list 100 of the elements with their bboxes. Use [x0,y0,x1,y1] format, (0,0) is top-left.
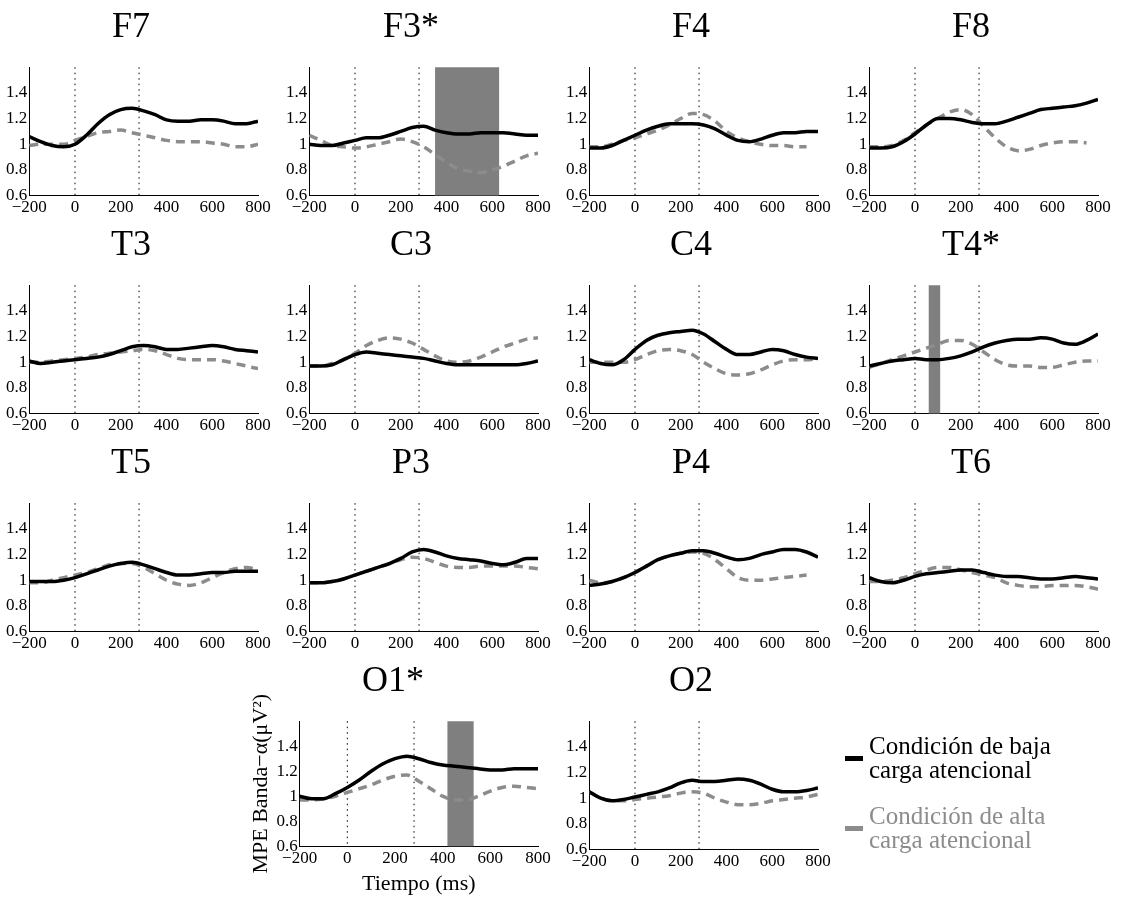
y-tick-label: 0.8 [286,595,308,615]
line-series [589,111,809,149]
x-tick-label: 200 [388,415,414,435]
line-series [299,773,538,802]
x-tick-label: 0 [630,851,640,871]
y-tick-label: 0.8 [276,810,298,830]
y-tick-label: 1.4 [6,300,28,320]
y-tick-label: 0.8 [566,595,588,615]
x-tick-label: 600 [1039,197,1065,217]
x-tick-label: 600 [199,197,225,217]
line-series [869,97,1098,150]
x-axis-title: Tiempo (ms) [362,869,476,895]
x-tick-label: 400 [433,633,460,653]
x-tick-label: 800 [805,415,831,435]
x-tick-label: 200 [948,633,974,653]
y-tick-label: 0.8 [846,159,868,179]
y-tick-label: 1 [298,351,308,371]
x-tick-label: 400 [993,633,1020,653]
x-tick-label: 400 [433,415,460,435]
y-tick-label: 1.4 [846,300,868,320]
x-tick-label: 200 [388,197,414,217]
y-tick-label: 1.4 [6,518,28,538]
line-series [309,133,538,175]
y-tick-label: 0.8 [566,159,588,179]
x-tick-label: 0 [343,847,352,867]
chart-title: F8 [951,5,991,46]
x-tick-label: 200 [668,851,694,871]
x-tick-label: 800 [525,847,551,867]
chart-title: T5 [111,441,151,482]
y-tick-label: 1 [298,133,308,153]
x-tick-label: 200 [948,415,974,435]
x-tick-label: 400 [153,415,180,435]
x-tick-label: 200 [108,633,134,653]
y-tick-label: 1.2 [276,760,298,780]
y-tick-label: 1.2 [566,544,588,564]
x-tick-label: 600 [759,851,785,871]
chart-title: T3 [111,223,151,264]
line-series [29,128,258,149]
x-tick-label: 600 [759,633,785,653]
y-axis-title: MPE Banda−α(μV²) [246,693,272,874]
y-tick-label: 0.8 [6,377,28,397]
x-tick-label: 0 [910,197,920,217]
y-tick-label: 0.8 [6,159,28,179]
x-tick-label: 400 [993,415,1020,435]
y-tick-label: 1 [858,351,868,371]
x-tick-label: 800 [525,633,551,653]
x-tick-label: 200 [948,197,974,217]
y-tick-label: 1.4 [846,518,868,538]
y-tick-label: 1.2 [846,108,868,128]
y-tick-label: 1.2 [6,544,28,564]
x-tick-label: 0 [350,197,360,217]
x-tick-label: 200 [388,633,414,653]
x-tick-label: 600 [1039,633,1065,653]
x-tick-label: 0 [630,633,640,653]
y-tick-label: 1.4 [566,300,588,320]
chart-title: P4 [671,441,711,482]
y-tick-label: 1 [578,133,588,153]
y-tick-label: 1.4 [286,82,308,102]
x-tick-label: 800 [805,851,831,871]
x-tick-label: 200 [668,197,694,217]
y-tick-label: 1.4 [566,736,588,756]
x-tick-label: 0 [70,197,80,217]
y-tick-label: 1 [858,133,868,153]
legend-label: Condición de alta carga atencional [869,802,1047,853]
chart-title: F3* [382,5,440,46]
y-tick-label: 1.2 [566,326,588,346]
line-series [869,107,1089,153]
x-tick-label: 200 [108,197,134,217]
legend-label: Condición de baja carga atencional [869,732,1052,783]
x-tick-label: 800 [525,197,551,217]
x-tick-label: 800 [245,633,271,653]
x-tick-label: 400 [713,633,740,653]
x-tick-label: 600 [1039,415,1065,435]
y-tick-label: 1 [18,569,28,589]
x-tick-label: 400 [153,633,180,653]
x-tick-label: 200 [108,415,134,435]
x-tick-label: 0 [350,415,360,435]
y-tick-label: 1.2 [286,108,308,128]
y-tick-label: 1 [578,351,588,371]
y-tick-label: 1 [298,569,308,589]
y-tick-label: 1 [858,569,868,589]
x-tick-label: 800 [245,415,271,435]
x-tick-label: 800 [1085,415,1111,435]
x-tick-label: 200 [668,633,694,653]
x-tick-label: 0 [630,415,640,435]
y-tick-label: 1 [18,133,28,153]
x-tick-label: 600 [759,415,785,435]
y-tick-label: 0.8 [286,377,308,397]
x-tick-label: 200 [382,847,408,867]
x-tick-label: 0 [350,633,360,653]
chart-title: F4 [671,5,711,46]
x-tick-label: 800 [1085,197,1111,217]
chart-title: O2 [669,659,713,700]
y-tick-label: 1.4 [846,82,868,102]
line-series [869,338,1098,370]
x-tick-label: 600 [479,633,505,653]
y-tick-label: 0.8 [6,595,28,615]
x-tick-label: 400 [713,415,740,435]
y-tick-label: 0.8 [846,595,868,615]
x-tick-label: 200 [668,415,694,435]
